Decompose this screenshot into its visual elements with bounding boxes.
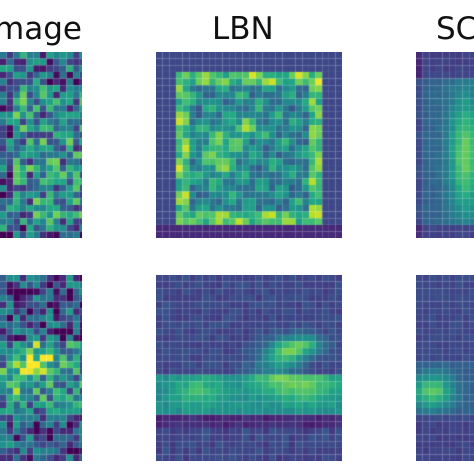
column-label-image: mage [0, 11, 82, 47]
heatmap-canvas [416, 52, 474, 238]
heatmap-canvas [0, 52, 82, 238]
panel-row2-image [0, 275, 82, 461]
panel-row1-image [0, 52, 82, 238]
panel-row2-lbn [156, 275, 342, 461]
column-label-sc: SC [436, 11, 474, 47]
heatmap-canvas [156, 52, 342, 238]
heatmap-canvas [416, 275, 474, 461]
panel-row2-sc [416, 275, 474, 461]
heatmap-canvas [0, 275, 82, 461]
column-label-lbn: LBN [212, 11, 274, 47]
heatmap-canvas [156, 275, 342, 461]
panel-row1-sc [416, 52, 474, 238]
panel-row1-lbn [156, 52, 342, 238]
